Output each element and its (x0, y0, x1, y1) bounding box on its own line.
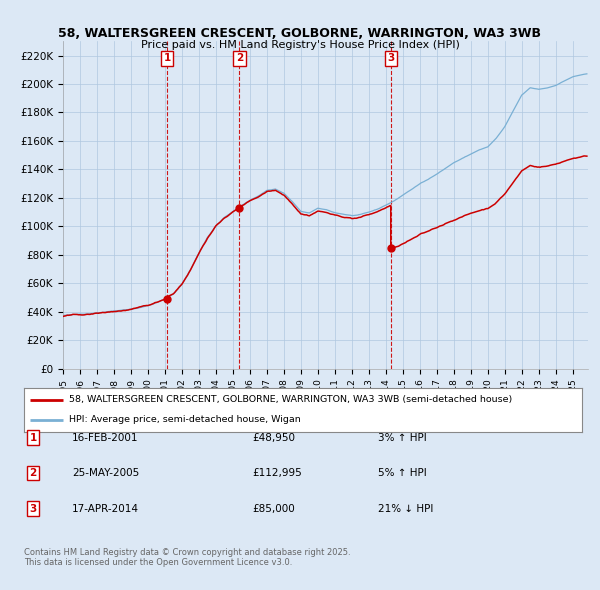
Text: 21% ↓ HPI: 21% ↓ HPI (378, 504, 433, 513)
Text: 2: 2 (29, 468, 37, 478)
Text: 58, WALTERSGREEN CRESCENT, GOLBORNE, WARRINGTON, WA3 3WB (semi-detached house): 58, WALTERSGREEN CRESCENT, GOLBORNE, WAR… (68, 395, 512, 404)
Text: 3% ↑ HPI: 3% ↑ HPI (378, 433, 427, 442)
Text: 58, WALTERSGREEN CRESCENT, GOLBORNE, WARRINGTON, WA3 3WB: 58, WALTERSGREEN CRESCENT, GOLBORNE, WAR… (59, 27, 542, 40)
Text: 2: 2 (236, 53, 243, 63)
Text: HPI: Average price, semi-detached house, Wigan: HPI: Average price, semi-detached house,… (68, 415, 301, 424)
Text: £85,000: £85,000 (252, 504, 295, 513)
Text: 16-FEB-2001: 16-FEB-2001 (72, 433, 139, 442)
Text: £48,950: £48,950 (252, 433, 295, 442)
Text: 17-APR-2014: 17-APR-2014 (72, 504, 139, 513)
Text: Price paid vs. HM Land Registry's House Price Index (HPI): Price paid vs. HM Land Registry's House … (140, 40, 460, 50)
Text: 3: 3 (29, 504, 37, 513)
Text: 3: 3 (387, 53, 394, 63)
Text: £112,995: £112,995 (252, 468, 302, 478)
Text: 5% ↑ HPI: 5% ↑ HPI (378, 468, 427, 478)
Text: Contains HM Land Registry data © Crown copyright and database right 2025.
This d: Contains HM Land Registry data © Crown c… (24, 548, 350, 567)
Text: 1: 1 (29, 433, 37, 442)
Text: 1: 1 (163, 53, 170, 63)
Text: 25-MAY-2005: 25-MAY-2005 (72, 468, 139, 478)
